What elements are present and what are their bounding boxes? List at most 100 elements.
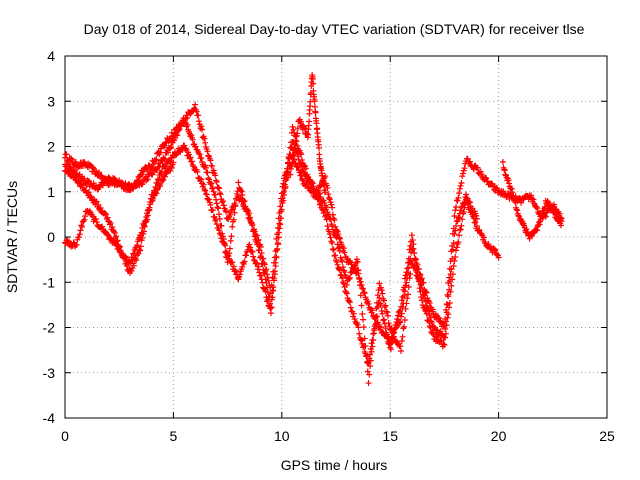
data-point <box>107 219 114 226</box>
data-point <box>425 306 432 313</box>
data-point <box>365 380 372 387</box>
data-point <box>226 250 233 257</box>
data-point <box>219 198 226 205</box>
data-point <box>463 191 470 198</box>
data-point <box>309 180 316 187</box>
data-point <box>213 178 220 185</box>
data-point <box>327 216 334 223</box>
y-tick-label: 3 <box>47 93 55 109</box>
series-track-c <box>62 115 480 387</box>
data-point <box>458 222 465 229</box>
data-point <box>92 216 99 223</box>
data-point <box>97 204 104 211</box>
data-point <box>294 130 301 137</box>
data-point <box>276 209 283 216</box>
data-point <box>346 274 353 281</box>
data-point <box>325 191 332 198</box>
data-point <box>534 227 541 234</box>
data-point <box>354 258 361 265</box>
data-point <box>216 190 223 197</box>
data-point <box>329 239 336 246</box>
data-point <box>390 330 397 337</box>
data-point <box>267 290 274 297</box>
data-point <box>530 196 537 203</box>
data-point <box>446 286 453 293</box>
data-point <box>209 185 216 192</box>
data-point <box>418 281 425 288</box>
data-point <box>289 123 296 130</box>
data-point <box>346 258 353 265</box>
data-point <box>422 298 429 305</box>
data-point <box>276 220 283 227</box>
data-point <box>483 175 490 182</box>
data-point <box>250 253 257 260</box>
data-point <box>341 268 348 275</box>
data-point <box>242 203 249 210</box>
data-point <box>130 262 137 269</box>
data-point <box>254 237 261 244</box>
data-point <box>137 247 144 254</box>
data-point <box>343 289 350 296</box>
x-tick-label: 20 <box>491 428 507 444</box>
data-point <box>113 233 120 240</box>
data-point <box>329 246 336 253</box>
data-point <box>139 181 146 188</box>
data-point <box>331 252 338 259</box>
data-point <box>444 314 451 321</box>
data-point <box>212 196 219 203</box>
data-point <box>410 241 417 248</box>
data-point <box>548 204 555 211</box>
data-point <box>277 221 284 228</box>
data-point <box>402 272 409 279</box>
data-point <box>394 312 401 319</box>
data-point <box>515 212 522 219</box>
grid <box>65 56 607 418</box>
data-point <box>261 261 268 268</box>
data-point <box>72 158 79 165</box>
data-point <box>457 207 464 214</box>
data-point <box>269 294 276 301</box>
data-point <box>333 234 340 241</box>
data-point <box>209 185 216 192</box>
data-point <box>185 151 192 158</box>
data-point <box>198 123 205 130</box>
data-point <box>473 215 480 222</box>
data-point <box>357 336 364 343</box>
data-point <box>545 202 552 209</box>
data-point <box>168 164 175 171</box>
data-point <box>528 192 535 199</box>
data-point <box>243 207 250 214</box>
data-point <box>415 273 422 280</box>
data-point <box>221 240 228 247</box>
data-point <box>368 340 375 347</box>
data-point <box>205 175 212 182</box>
data-point <box>466 158 473 165</box>
data-point <box>346 298 353 305</box>
data-point <box>435 315 442 322</box>
data-point <box>207 157 214 164</box>
data-point <box>363 359 370 366</box>
data-point <box>456 232 463 239</box>
data-point <box>271 259 278 266</box>
data-point <box>454 218 461 225</box>
data-point <box>330 246 337 253</box>
data-point <box>453 244 460 251</box>
data-point <box>336 244 343 251</box>
chart-title: Day 018 of 2014, Sidereal Day-to-day VTE… <box>84 21 585 37</box>
data-point <box>509 193 516 200</box>
data-point <box>259 279 266 286</box>
data-point <box>452 253 459 260</box>
data-point <box>109 224 116 231</box>
data-point <box>388 340 395 347</box>
data-point <box>293 133 300 140</box>
data-point <box>491 246 498 253</box>
data-point <box>443 322 450 329</box>
data-point <box>444 291 451 298</box>
data-point <box>364 298 371 305</box>
data-point <box>361 335 368 342</box>
data-point <box>216 215 223 222</box>
data-point <box>533 203 540 210</box>
data-point <box>382 325 389 332</box>
data-point <box>351 316 358 323</box>
data-point <box>161 142 168 149</box>
